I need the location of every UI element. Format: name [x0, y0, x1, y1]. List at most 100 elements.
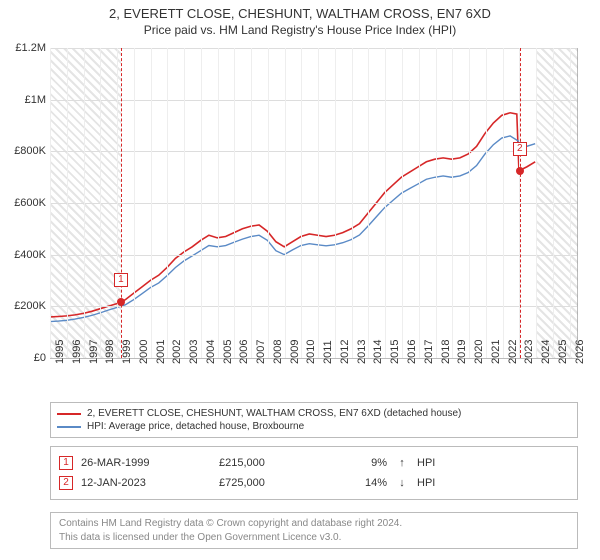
x-gridline: [50, 48, 51, 358]
transaction-date: 12-JAN-2023: [81, 477, 211, 489]
transaction-tag: HPI: [417, 457, 457, 469]
x-tick-label: 2001: [155, 340, 167, 364]
x-gridline: [84, 48, 85, 358]
x-tick-label: 2006: [238, 340, 250, 364]
x-tick-label: 2000: [138, 340, 150, 364]
x-gridline: [335, 48, 336, 358]
x-gridline: [352, 48, 353, 358]
x-gridline: [536, 48, 537, 358]
x-tick-label: 2012: [339, 340, 351, 364]
x-gridline: [553, 48, 554, 358]
x-tick-label: 2022: [507, 340, 519, 364]
series-line-hpi: [50, 136, 535, 322]
y-gridline: [50, 306, 577, 307]
y-gridline: [50, 48, 577, 49]
x-tick-label: 2016: [406, 340, 418, 364]
x-tick-label: 2026: [574, 340, 586, 364]
transaction-vline: [121, 48, 122, 358]
x-gridline: [268, 48, 269, 358]
transaction-price: £215,000: [219, 457, 329, 469]
x-tick-label: 2018: [440, 340, 452, 364]
legend-swatch: [57, 426, 81, 428]
transaction-dot: [516, 167, 524, 175]
transaction-row: 1 26-MAR-1999 £215,000 9% ↑ HPI: [59, 453, 569, 473]
transaction-row: 2 12-JAN-2023 £725,000 14% ↓ HPI: [59, 473, 569, 493]
x-tick-label: 2017: [423, 340, 435, 364]
x-tick-label: 1998: [104, 340, 116, 364]
y-tick-label: £400K: [2, 249, 46, 261]
transaction-marker-on-plot: 2: [513, 142, 527, 156]
chart-title: 2, EVERETT CLOSE, CHESHUNT, WALTHAM CROS…: [0, 0, 600, 21]
x-tick-label: 2024: [540, 340, 552, 364]
transaction-price: £725,000: [219, 477, 329, 489]
x-gridline: [234, 48, 235, 358]
footnote-line: Contains HM Land Registry data © Crown c…: [59, 517, 569, 531]
x-tick-label: 2004: [205, 340, 217, 364]
x-tick-label: 1995: [54, 340, 66, 364]
transactions-table: 1 26-MAR-1999 £215,000 9% ↑ HPI 2 12-JAN…: [50, 446, 578, 500]
legend-item-hpi: HPI: Average price, detached house, Brox…: [57, 420, 571, 433]
x-gridline: [285, 48, 286, 358]
x-gridline: [100, 48, 101, 358]
x-tick-label: 2023: [523, 340, 535, 364]
y-gridline: [50, 100, 577, 101]
transaction-marker-on-plot: 1: [114, 273, 128, 287]
x-tick-label: 2011: [322, 340, 334, 364]
x-gridline: [117, 48, 118, 358]
y-tick-label: £1M: [2, 94, 46, 106]
x-tick-label: 1999: [121, 340, 133, 364]
x-tick-label: 1996: [71, 340, 83, 364]
transaction-marker: 1: [59, 456, 73, 470]
x-tick-label: 2019: [456, 340, 468, 364]
transaction-vline: [520, 48, 521, 358]
x-gridline: [184, 48, 185, 358]
y-tick-label: £200K: [2, 300, 46, 312]
x-gridline: [385, 48, 386, 358]
y-gridline: [50, 151, 577, 152]
x-gridline: [452, 48, 453, 358]
x-gridline: [151, 48, 152, 358]
x-gridline: [469, 48, 470, 358]
transaction-pct: 14%: [337, 477, 387, 489]
legend-swatch: [57, 413, 81, 415]
x-tick-label: 2010: [305, 340, 317, 364]
y-tick-label: £800K: [2, 145, 46, 157]
x-gridline: [436, 48, 437, 358]
x-gridline: [570, 48, 571, 358]
transaction-dot: [117, 298, 125, 306]
x-gridline: [318, 48, 319, 358]
x-tick-label: 2005: [222, 340, 234, 364]
transaction-pct: 9%: [337, 457, 387, 469]
x-tick-label: 2003: [188, 340, 200, 364]
y-tick-label: £0: [2, 352, 46, 364]
x-tick-label: 2014: [372, 340, 384, 364]
x-tick-label: 2008: [272, 340, 284, 364]
legend: 2, EVERETT CLOSE, CHESHUNT, WALTHAM CROS…: [50, 402, 578, 438]
x-tick-label: 2009: [289, 340, 301, 364]
plot-area: £0£200K£400K£600K£800K£1M£1.2M1995199619…: [50, 48, 578, 358]
x-gridline: [201, 48, 202, 358]
x-gridline: [368, 48, 369, 358]
arrow-down-icon: ↓: [395, 477, 409, 489]
transaction-tag: HPI: [417, 477, 457, 489]
x-gridline: [67, 48, 68, 358]
legend-label: 2, EVERETT CLOSE, CHESHUNT, WALTHAM CROS…: [87, 408, 461, 419]
x-gridline: [402, 48, 403, 358]
y-tick-label: £1.2M: [2, 42, 46, 54]
x-gridline: [251, 48, 252, 358]
legend-label: HPI: Average price, detached house, Brox…: [87, 421, 304, 432]
x-gridline: [486, 48, 487, 358]
x-gridline: [167, 48, 168, 358]
arrow-up-icon: ↑: [395, 457, 409, 469]
x-gridline: [301, 48, 302, 358]
x-tick-label: 2020: [473, 340, 485, 364]
x-tick-label: 2021: [490, 340, 502, 364]
footnote-line: This data is licensed under the Open Gov…: [59, 531, 569, 545]
y-gridline: [50, 203, 577, 204]
chart-subtitle: Price paid vs. HM Land Registry's House …: [0, 21, 600, 37]
x-tick-label: 2025: [557, 340, 569, 364]
legend-item-price-paid: 2, EVERETT CLOSE, CHESHUNT, WALTHAM CROS…: [57, 407, 571, 420]
y-gridline: [50, 255, 577, 256]
x-gridline: [134, 48, 135, 358]
x-gridline: [419, 48, 420, 358]
